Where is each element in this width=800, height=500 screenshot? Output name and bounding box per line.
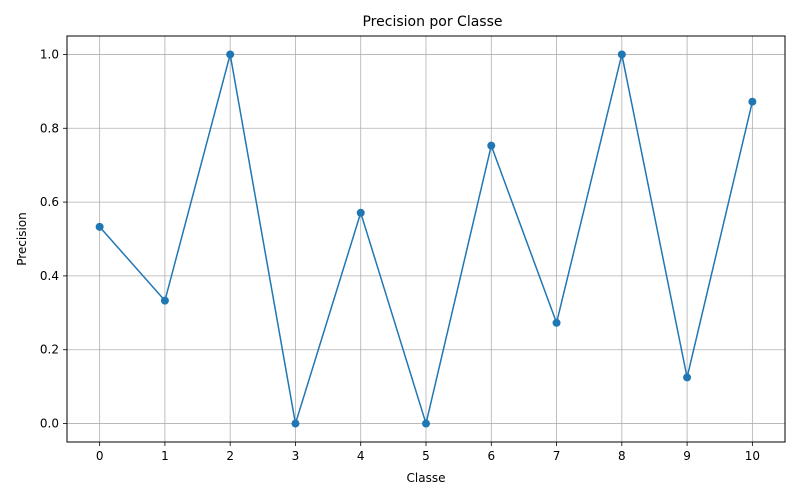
data-point (291, 419, 300, 428)
y-tick-label: 0.2 (40, 343, 59, 357)
data-point (160, 296, 169, 305)
y-tick-label: 0.4 (40, 269, 59, 283)
x-tick-label: 2 (226, 449, 234, 463)
x-tick-label: 10 (745, 449, 760, 463)
data-point (422, 419, 430, 428)
data-point (617, 50, 626, 59)
y-tick-label: 0.0 (40, 417, 59, 431)
x-axis-label: Classe (407, 471, 446, 485)
x-tick-label: 0 (96, 449, 104, 463)
x-tick-label: 9 (683, 449, 691, 463)
data-point (748, 97, 757, 106)
x-tick-label: 4 (357, 449, 365, 463)
data-point (487, 141, 496, 150)
x-tick-label: 1 (161, 449, 169, 463)
data-point (226, 50, 235, 59)
series-layer (95, 50, 757, 428)
y-tick-label: 0.6 (40, 195, 59, 209)
x-tick-label: 3 (292, 449, 300, 463)
x-tick-label: 7 (553, 449, 561, 463)
grid (67, 36, 785, 442)
y-tick-label: 0.8 (40, 121, 59, 135)
y-axis-label: Precision (15, 212, 29, 266)
y-tick-label: 1.0 (40, 47, 59, 61)
data-point (683, 373, 692, 382)
x-tick-label: 8 (618, 449, 626, 463)
chart-title: Precision por Classe (362, 14, 502, 30)
x-tick-label: 6 (487, 449, 495, 463)
axis-ticks: 0 1 2 3 4 5 6 7 8 9 10 0.0 0.2 0.4 0.6 0.8 1.0 (40, 47, 760, 463)
data-point (552, 318, 561, 327)
data-point (356, 208, 365, 217)
x-tick-label: 5 (422, 449, 430, 463)
data-point (95, 222, 104, 231)
